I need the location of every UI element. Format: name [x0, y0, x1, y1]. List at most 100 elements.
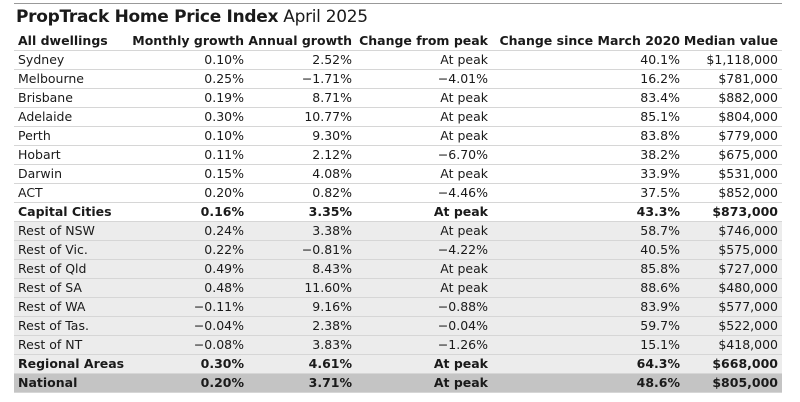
- cell: 43.3%: [636, 204, 680, 219]
- table-row: Rest of NT −0.08% 3.83% −1.26% 15.1% $418,000: [14, 336, 782, 355]
- cell: −4.22%: [437, 242, 488, 257]
- cell: 0.24%: [204, 223, 244, 238]
- row-label: Rest of SA: [18, 280, 82, 295]
- cell: $873,000: [712, 204, 778, 219]
- cell: 0.20%: [200, 375, 244, 390]
- cell: At peak: [440, 261, 488, 276]
- cell: $746,000: [718, 223, 778, 238]
- table-row: Sydney 0.10% 2.52% At peak 40.1% $1,118,000: [14, 51, 782, 70]
- cell: 0.10%: [204, 128, 244, 143]
- cell: 0.11%: [204, 147, 244, 162]
- cell: 40.1%: [640, 52, 680, 67]
- cell: 0.20%: [204, 185, 244, 200]
- row-label: ACT: [18, 185, 43, 200]
- cell: Annual growth: [248, 33, 352, 48]
- cell: At peak: [433, 204, 488, 219]
- cell: 48.6%: [636, 375, 680, 390]
- title-main: PropTrack Home Price Index: [16, 7, 279, 27]
- row-label: Brisbane: [18, 90, 73, 105]
- cell: 10.77%: [304, 109, 352, 124]
- cell: $675,000: [718, 147, 778, 162]
- cell: At peak: [440, 128, 488, 143]
- cell: $852,000: [718, 185, 778, 200]
- row-label: Capital Cities: [18, 204, 112, 219]
- cell: Change since March 2020: [499, 33, 680, 48]
- row-label: National: [18, 375, 78, 390]
- table-row: Rest of SA 0.48% 11.60% At peak 88.6% $480,00…: [14, 279, 782, 298]
- cell: 40.5%: [640, 242, 680, 257]
- cell: 16.2%: [640, 71, 680, 86]
- row-label: Sydney: [18, 52, 65, 67]
- cell: −1.26%: [437, 337, 488, 352]
- cell: $668,000: [712, 356, 778, 371]
- cell: 3.38%: [312, 223, 352, 238]
- cell: 59.7%: [640, 318, 680, 333]
- cell: $805,000: [712, 375, 778, 390]
- table-row: Brisbane 0.19% 8.71% At peak 83.4% $882,000: [14, 89, 782, 108]
- cell: $882,000: [718, 90, 778, 105]
- cell: 0.22%: [204, 242, 244, 257]
- cell: At peak: [440, 166, 488, 181]
- cell: 0.49%: [204, 261, 244, 276]
- cell: $781,000: [718, 71, 778, 86]
- cell: At peak: [440, 52, 488, 67]
- cell: $522,000: [718, 318, 778, 333]
- cell: 8.43%: [312, 261, 352, 276]
- cell: 3.83%: [312, 337, 352, 352]
- table-row: Rest of NSW 0.24% 3.38% At peak 58.7% $746,00…: [14, 222, 782, 241]
- cell: −4.46%: [437, 185, 488, 200]
- cell: 0.25%: [204, 71, 244, 86]
- cell: 4.61%: [308, 356, 352, 371]
- cell: 83.4%: [640, 90, 680, 105]
- table-row: Rest of Tas. −0.04% 2.38% −0.04% 59.7% $522,0…: [14, 317, 782, 336]
- row-label: All dwellings: [18, 33, 108, 48]
- cell: 0.15%: [204, 166, 244, 181]
- cell: 3.35%: [308, 204, 352, 219]
- table-row: Melbourne 0.25% −1.71% −4.01% 16.2% $781,000: [14, 70, 782, 89]
- table-row: Regional Areas 0.30% 4.61% At peak 64.3% $668…: [14, 355, 782, 374]
- cell: 83.8%: [640, 128, 680, 143]
- row-label: Perth: [18, 128, 51, 143]
- table-row: Adelaide 0.30% 10.77% At peak 85.1% $804,000: [14, 108, 782, 127]
- cell: At peak: [440, 90, 488, 105]
- row-label: Melbourne: [18, 71, 84, 86]
- table-row: Darwin 0.15% 4.08% At peak 33.9% $531,000: [14, 165, 782, 184]
- cell: $575,000: [718, 242, 778, 257]
- cell: 0.30%: [204, 109, 244, 124]
- row-label: Rest of Qld: [18, 261, 87, 276]
- table-row: Capital Cities 0.16% 3.35% At peak 43.3% $873…: [14, 203, 782, 222]
- row-label: Rest of WA: [18, 299, 86, 314]
- cell: 2.12%: [312, 147, 352, 162]
- table-row: ACT 0.20% 0.82% −4.46% 37.5% $852,000: [14, 184, 782, 203]
- table-row: National 0.20% 3.71% At peak 48.6% $805,000: [14, 374, 782, 393]
- cell: 85.8%: [640, 261, 680, 276]
- row-label: Rest of Vic.: [18, 242, 88, 257]
- title: PropTrack Home Price Index April 2025: [16, 7, 368, 27]
- cell: At peak: [433, 375, 488, 390]
- row-label: Rest of Tas.: [18, 318, 89, 333]
- row-label: Rest of NSW: [18, 223, 95, 238]
- cell: 2.52%: [312, 52, 352, 67]
- cell: 4.08%: [312, 166, 352, 181]
- title-date: April 2025: [283, 7, 368, 27]
- cell: −0.81%: [301, 242, 352, 257]
- cell: −0.04%: [437, 318, 488, 333]
- cell: 83.9%: [640, 299, 680, 314]
- table-row: Perth 0.10% 9.30% At peak 83.8% $779,000: [14, 127, 782, 146]
- cell: 8.71%: [312, 90, 352, 105]
- cell: 64.3%: [636, 356, 680, 371]
- cell: $1,118,000: [706, 52, 778, 67]
- cell: At peak: [433, 356, 488, 371]
- table-row: Hobart 0.11% 2.12% −6.70% 38.2% $675,000: [14, 146, 782, 165]
- cell: −1.71%: [301, 71, 352, 86]
- cell: −0.88%: [437, 299, 488, 314]
- cell: 2.38%: [312, 318, 352, 333]
- cell: 38.2%: [640, 147, 680, 162]
- cell: 0.16%: [200, 204, 244, 219]
- cell: 11.60%: [304, 280, 352, 295]
- table-row: Rest of Vic. 0.22% −0.81% −4.22% 40.5% $575,0…: [14, 241, 782, 260]
- cell: −0.08%: [193, 337, 244, 352]
- cell: Change from peak: [359, 33, 488, 48]
- cell: At peak: [440, 109, 488, 124]
